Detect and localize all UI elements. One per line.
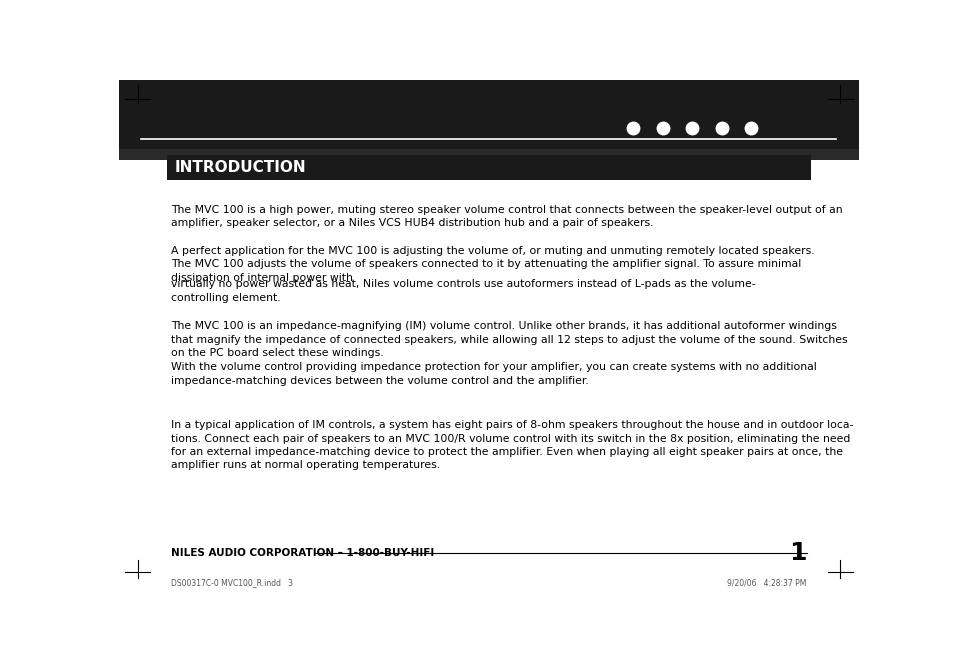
- FancyBboxPatch shape: [167, 155, 810, 180]
- Text: 9/20/06   4:28:37 PM: 9/20/06 4:28:37 PM: [727, 578, 806, 587]
- Text: DS00317C-0 MVC100_R.indd   3: DS00317C-0 MVC100_R.indd 3: [171, 578, 293, 587]
- Text: In a typical application of IM controls, a system has eight pairs of 8-ohm speak: In a typical application of IM controls,…: [171, 420, 853, 470]
- Text: virtually no power wasted as heat, Niles volume controls use autoformers instead: virtually no power wasted as heat, Niles…: [171, 279, 755, 303]
- Text: INTRODUCTION: INTRODUCTION: [174, 160, 306, 175]
- Text: With the volume control providing impedance protection for your amplifier, you c: With the volume control providing impeda…: [171, 362, 816, 386]
- Text: The MVC 100 is an impedance-magnifying (IM) volume control. Unlike other brands,: The MVC 100 is an impedance-magnifying (…: [171, 321, 847, 358]
- Text: 1: 1: [788, 541, 806, 565]
- FancyBboxPatch shape: [119, 80, 858, 149]
- Text: NILES AUDIO CORPORATION – 1-800-BUY-HIFI: NILES AUDIO CORPORATION – 1-800-BUY-HIFI: [171, 549, 434, 559]
- Text: A perfect application for the MVC 100 is adjusting the volume of, or muting and : A perfect application for the MVC 100 is…: [171, 246, 814, 283]
- Text: The MVC 100 is a high power, muting stereo speaker volume control that connects : The MVC 100 is a high power, muting ster…: [171, 205, 841, 229]
- FancyBboxPatch shape: [119, 149, 858, 160]
